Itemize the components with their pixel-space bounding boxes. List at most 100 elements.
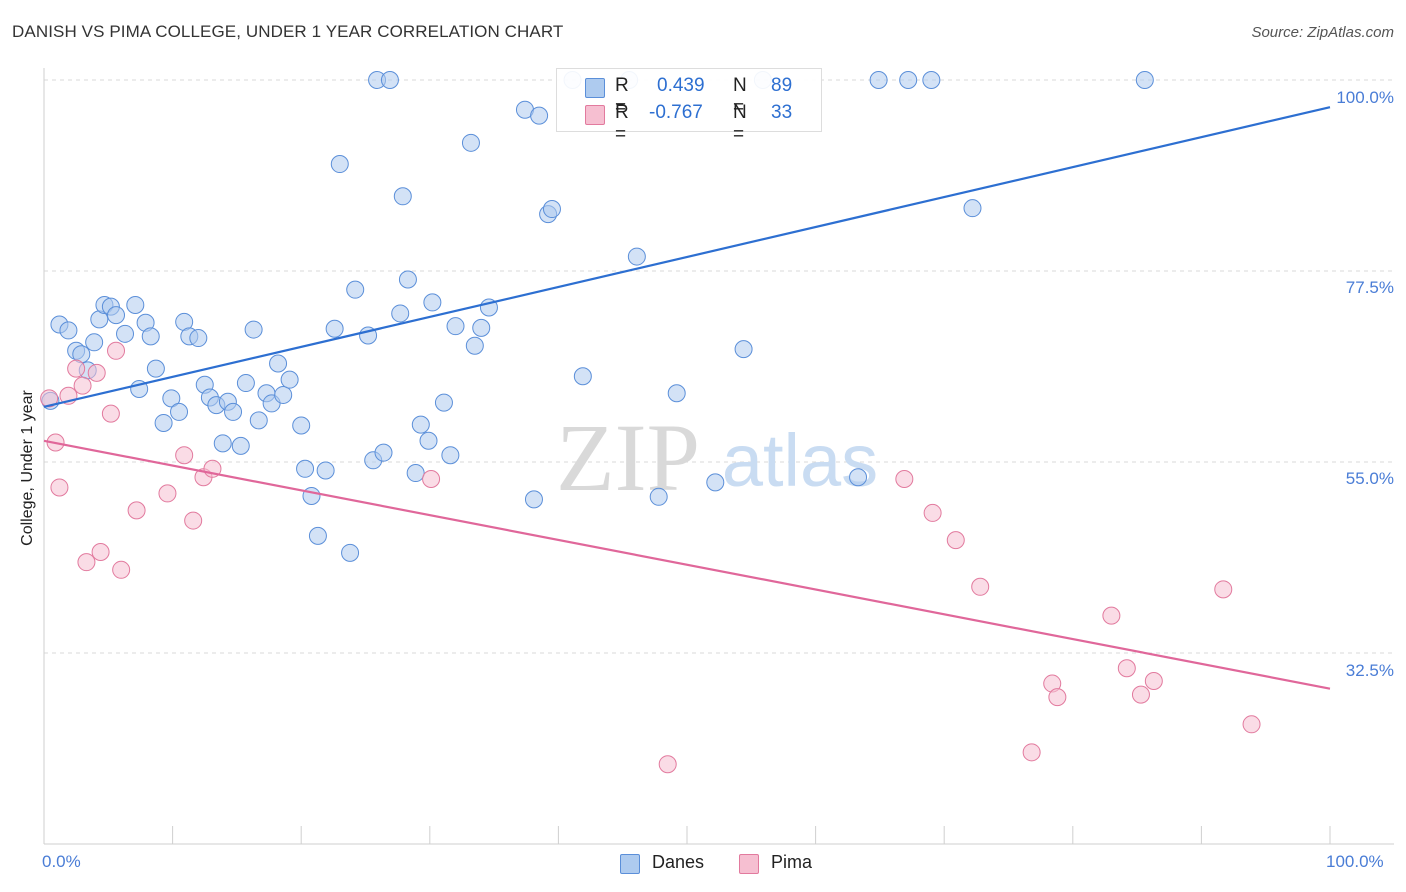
danes-point	[849, 468, 868, 487]
y-tick-label: 77.5%	[1345, 278, 1394, 297]
pima-point	[107, 341, 126, 360]
pima-point	[87, 363, 106, 382]
danes-point	[346, 280, 365, 299]
pima-r-label: R =	[615, 102, 629, 145]
danes-point	[296, 459, 315, 478]
danes-point	[706, 473, 725, 492]
chart-title: DANISH VS PIMA COLLEGE, UNDER 1 YEAR COR…	[12, 22, 564, 41]
danes-n-value: 89	[771, 75, 793, 96]
danes-point	[391, 304, 410, 323]
danes-point	[244, 320, 263, 339]
danes-point	[419, 431, 438, 450]
watermark: ZIP atlas	[556, 404, 878, 511]
danes-point	[341, 543, 360, 562]
pima-point	[895, 469, 914, 488]
watermark-atlas: atlas	[722, 419, 878, 502]
danes-point	[446, 317, 465, 336]
stats-box: R = 0.439 N = 89 R = -0.767 N = 33	[556, 68, 822, 145]
danes-point	[85, 333, 104, 352]
danes-point	[316, 461, 335, 480]
danes-point	[524, 490, 543, 509]
danes-point	[162, 389, 181, 408]
x-tick-label-max: 100.0%	[1326, 852, 1384, 871]
danes-r-label: R =	[615, 75, 629, 118]
pima-point	[946, 531, 965, 550]
danes-point	[249, 411, 268, 430]
pima-trend-line	[43, 439, 1331, 690]
danes-point	[963, 199, 982, 218]
pima-point	[1102, 606, 1121, 625]
danes-point	[472, 318, 491, 337]
danes-point	[325, 319, 344, 338]
danes-point	[398, 270, 417, 289]
pima-point	[77, 553, 96, 572]
pima-point	[1214, 580, 1233, 599]
danes-point	[59, 321, 78, 340]
pima-point	[158, 484, 177, 503]
danes-point	[189, 329, 208, 348]
danes-point	[116, 324, 135, 343]
danes-point	[374, 443, 393, 462]
danes-point	[292, 416, 311, 435]
pima-point	[101, 404, 120, 423]
danes-point	[393, 187, 412, 206]
pima-point	[1117, 659, 1136, 678]
legend-pima-swatch	[739, 854, 759, 874]
danes-point	[280, 370, 299, 389]
danes-point	[236, 374, 255, 393]
y-tick-label: 32.5%	[1345, 661, 1394, 680]
pima-point	[658, 755, 677, 774]
danes-point	[224, 402, 243, 421]
danes-point	[146, 359, 165, 378]
danes-point	[734, 340, 753, 359]
x-tick-label-min: 0.0%	[42, 852, 81, 871]
danes-point	[922, 71, 941, 89]
watermark-zip: ZIP	[556, 404, 700, 511]
pima-r-value: -0.767	[649, 102, 703, 123]
pima-point	[422, 469, 441, 488]
danes-point	[434, 393, 453, 412]
legend-danes-swatch	[620, 854, 640, 874]
danes-point	[530, 106, 549, 125]
pima-point	[1144, 672, 1163, 691]
danes-r-value: 0.439	[657, 75, 705, 96]
danes-point	[461, 133, 480, 152]
source-label: Source: ZipAtlas.com	[1251, 24, 1394, 41]
pima-point	[971, 577, 990, 596]
danes-point	[667, 384, 686, 403]
danes-point	[231, 436, 250, 455]
pima-n-value: 33	[771, 102, 793, 123]
pima-point	[1242, 715, 1261, 734]
danes-point	[573, 367, 592, 386]
pima-point	[40, 389, 59, 408]
danes-point	[423, 293, 442, 312]
danes-point	[406, 464, 425, 483]
danes-point	[869, 71, 888, 89]
danes-point	[170, 402, 189, 421]
y-axis-title: College, Under 1 year	[19, 390, 36, 546]
pima-point	[50, 478, 69, 497]
danes-point	[380, 71, 399, 89]
legend-danes-label: Danes	[652, 852, 705, 872]
danes-point	[302, 486, 321, 505]
danes-point	[441, 446, 460, 465]
pima-point	[1048, 688, 1067, 707]
danes-n-label: N =	[733, 75, 747, 118]
pima-point	[112, 560, 131, 579]
danes-point	[154, 413, 173, 432]
danes-point	[126, 295, 145, 314]
pima-point	[1131, 685, 1150, 704]
danes-trend-line	[43, 106, 1331, 408]
danes-point	[213, 434, 232, 453]
danes-point	[649, 487, 668, 506]
danes-swatch	[585, 78, 605, 98]
danes-point	[542, 200, 561, 219]
y-tick-label: 55.0%	[1345, 469, 1394, 488]
pima-swatch	[585, 105, 605, 125]
pima-n-label: N =	[733, 102, 747, 145]
pima-point	[184, 511, 203, 530]
danes-point	[107, 306, 126, 325]
pima-point	[67, 359, 86, 378]
danes-point	[330, 155, 349, 174]
